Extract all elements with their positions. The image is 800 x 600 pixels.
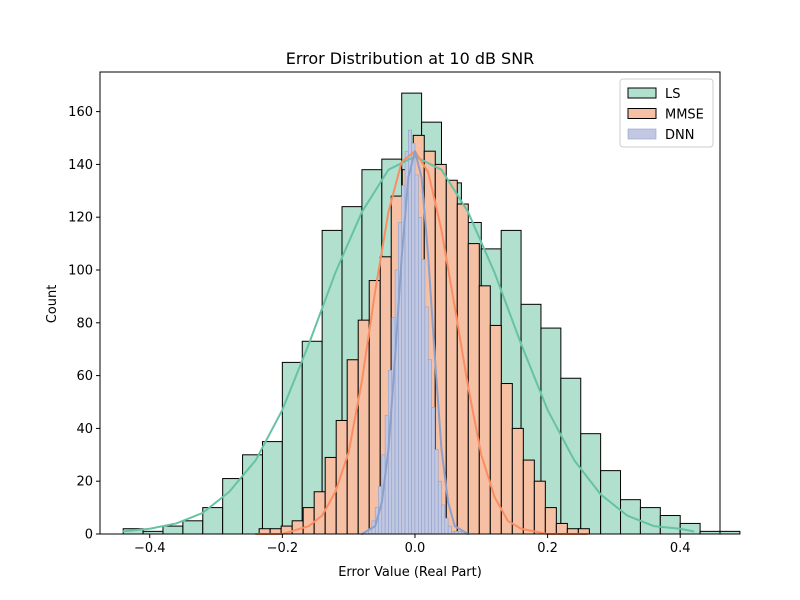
bar-dnn — [417, 216, 422, 535]
bar-dnn — [444, 517, 449, 535]
legend: LS MMSE DNN — [619, 78, 714, 148]
bar-ls — [281, 361, 303, 535]
kde-curve-dnn — [360, 150, 470, 535]
bar-mmse — [456, 203, 469, 535]
bar-dnn — [447, 525, 452, 535]
x-tick-label: 0.4 — [670, 541, 691, 556]
y-tick-label: 140 — [68, 158, 93, 173]
bar-mmse — [467, 243, 480, 535]
bar-mmse — [324, 456, 337, 535]
bar-ls — [182, 520, 204, 535]
bar-ls — [261, 441, 283, 535]
bar-dnn — [408, 129, 412, 535]
bar-ls — [639, 507, 661, 535]
x-tick-label: 0.2 — [537, 541, 558, 556]
bar-mmse — [302, 507, 315, 535]
legend-label: MMSE — [665, 108, 704, 123]
bar-dnn — [437, 480, 442, 535]
bar-dnn — [441, 504, 446, 535]
legend-label: DNN — [665, 128, 694, 143]
bars-layer — [122, 92, 741, 535]
y-tick-label: 40 — [76, 422, 93, 437]
bar-mmse — [511, 427, 524, 535]
legend-item-dnn: DNN — [627, 128, 694, 143]
bar-mmse — [544, 507, 557, 535]
chart-title: Error Distribution at 10 dB SNR — [286, 49, 535, 68]
y-tick-label: 60 — [76, 369, 93, 384]
bar-mmse — [489, 324, 502, 535]
bar-mmse — [335, 419, 348, 535]
y-tick-label: 100 — [68, 264, 93, 279]
legend-item-mmse: MMSE — [627, 108, 704, 123]
x-tick-label: 0.0 — [405, 541, 426, 556]
y-axis-label: Count — [45, 285, 60, 324]
bar-dnn — [424, 306, 429, 535]
legend-swatch — [627, 128, 657, 140]
kde-curves-layer — [122, 150, 695, 535]
bar-mmse — [522, 459, 535, 535]
x-tick-label: −0.4 — [134, 541, 166, 556]
bar-dnn — [431, 406, 436, 535]
y-tick-label: 80 — [76, 316, 93, 331]
bar-mmse — [357, 319, 370, 535]
bar-dnn — [427, 359, 432, 535]
bar-ls — [560, 377, 582, 535]
legend-item-ls: LS — [627, 87, 681, 102]
bar-ls — [719, 530, 741, 535]
bar-ls — [242, 454, 263, 535]
legend-label: LS — [665, 87, 681, 102]
kde-curve-ls — [122, 155, 695, 533]
legend-swatch — [627, 87, 657, 99]
bar-ls — [162, 525, 184, 535]
bar-mmse — [533, 480, 546, 535]
y-tick-label: 20 — [76, 475, 93, 490]
bar-mmse — [555, 522, 568, 535]
bar-ls — [659, 515, 681, 535]
plot-frame — [99, 71, 721, 535]
y-tick-label: 160 — [68, 105, 93, 120]
bar-mmse — [478, 285, 491, 535]
legend-swatch — [627, 108, 657, 119]
bar-dnn — [411, 142, 416, 535]
x-axis-label: Error Value (Real Part) — [338, 565, 482, 580]
bar-ls — [580, 433, 602, 535]
axes-layer: −0.4 −0.2 0.0 0.2 0.4 0 20 40 60 80 100 120 140 160 — [68, 71, 721, 556]
y-tick-label: 0 — [85, 528, 93, 543]
bar-dnn — [414, 174, 419, 535]
bar-mmse — [445, 179, 458, 535]
bar-dnn — [434, 449, 439, 535]
bar-dnn — [421, 259, 426, 535]
y-tick-label: 120 — [68, 211, 93, 226]
x-tick-label: −0.2 — [267, 541, 299, 556]
